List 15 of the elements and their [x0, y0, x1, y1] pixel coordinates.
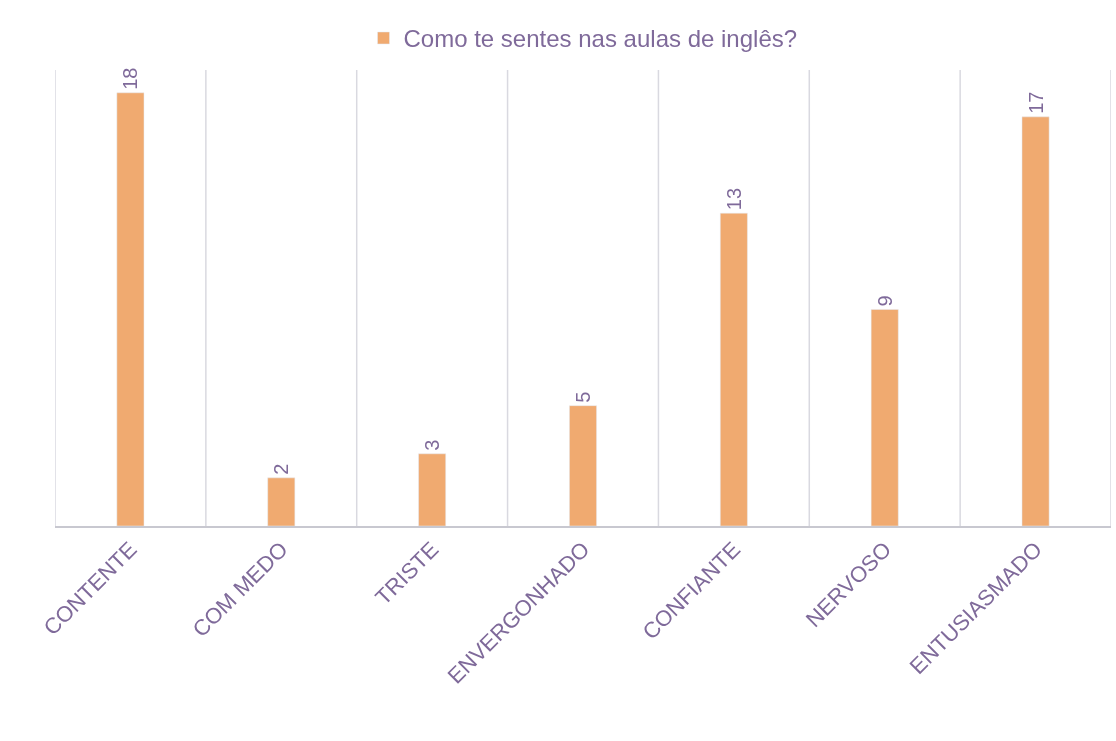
- bar: [267, 477, 296, 526]
- bar: [569, 405, 597, 526]
- data-label: 5: [572, 391, 594, 403]
- bar: [116, 92, 145, 526]
- bar: [1021, 116, 1050, 526]
- data-label: 13: [722, 187, 745, 211]
- data-label: 2: [270, 463, 293, 475]
- data-label: 18: [119, 67, 142, 90]
- data-label: 9: [873, 295, 896, 307]
- bar: [418, 453, 446, 526]
- data-label: 17: [1024, 91, 1047, 114]
- bar: [870, 309, 899, 526]
- bar: [720, 212, 748, 526]
- data-label: 3: [421, 439, 444, 451]
- legend-label: Como te sentes nas aulas de inglês?: [403, 25, 798, 53]
